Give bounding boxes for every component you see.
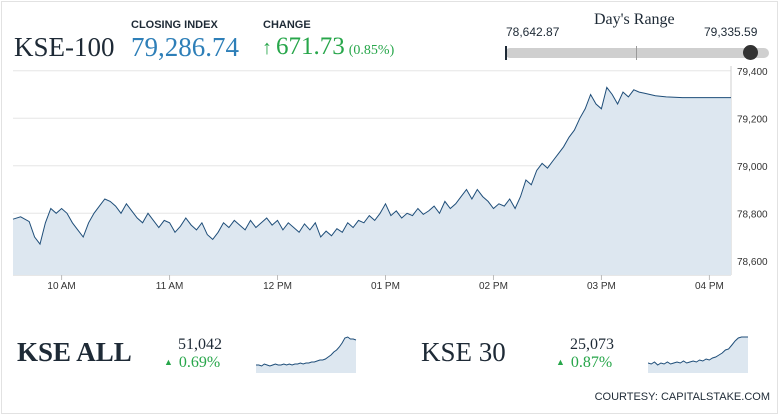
y-tick-label: 78,600 <box>737 257 768 268</box>
sparkline-line <box>256 336 357 367</box>
change-value-group: ↑ 671.73 (0.85%) <box>262 33 394 61</box>
y-tick-label: 79,000 <box>737 162 768 173</box>
x-tick-label: 03 PM <box>587 281 616 292</box>
x-tick-label: 01 PM <box>371 281 400 292</box>
change-value: 671.73 <box>276 33 345 60</box>
change-percent: (0.85%) <box>348 43 395 58</box>
x-tick-label: 02 PM <box>479 281 508 292</box>
main-index-chart: 79,400 79,200 79,000 78,800 78,600 10 AM 11 AM… <box>12 66 768 292</box>
series-line <box>12 86 731 246</box>
triangle-up-icon: ▲ <box>556 357 565 367</box>
kse-30-value: 25,073 <box>570 336 614 353</box>
y-tick-label: 79,400 <box>737 67 768 78</box>
arrow-up-icon: ↑ <box>262 37 272 59</box>
courtesy-credit: COURTESY: CAPITALSTAKE.COM <box>594 391 770 403</box>
kse-30-sparkline <box>648 336 748 373</box>
index-name: KSE-100 <box>14 32 115 62</box>
days-range-high: 79,335.59 <box>704 25 758 39</box>
triangle-up-icon: ▲ <box>164 357 173 367</box>
kse-30-change: 0.87% <box>570 354 613 371</box>
kse-30-change-group: ▲ 0.87% <box>556 354 612 372</box>
closing-index-value: 79,286.74 <box>131 32 239 62</box>
y-tick-label: 78,800 <box>737 209 768 220</box>
x-tick-label: 10 AM <box>47 281 75 292</box>
y-tick-label: 79,200 <box>737 114 768 125</box>
days-range-title: Day's Range <box>594 11 675 28</box>
kse-all-value: 51,042 <box>178 336 222 353</box>
days-range-low: 78,642.87 <box>506 25 560 39</box>
kse-all-change: 0.69% <box>178 354 221 371</box>
days-range-mid-marker <box>636 46 637 60</box>
kse-all-sparkline <box>256 336 357 373</box>
sparkline-line <box>648 336 748 366</box>
change-label: CHANGE <box>263 19 311 31</box>
sparkline-area <box>256 337 356 373</box>
x-tick-label: 11 AM <box>156 281 184 292</box>
kse-30-name: KSE 30 <box>421 337 506 367</box>
x-tick-label: 04 PM <box>695 281 724 292</box>
days-range-knob <box>743 45 758 60</box>
kse-all-name: KSE ALL <box>17 337 132 367</box>
series-area <box>13 87 731 276</box>
days-range-track <box>505 48 769 58</box>
sparkline-area <box>648 337 748 373</box>
kse-all-change-group: ▲ 0.69% <box>164 354 220 372</box>
x-tick-label: 12 PM <box>263 281 292 292</box>
closing-index-label: CLOSING INDEX <box>131 19 218 31</box>
days-range-low-marker <box>505 46 507 60</box>
